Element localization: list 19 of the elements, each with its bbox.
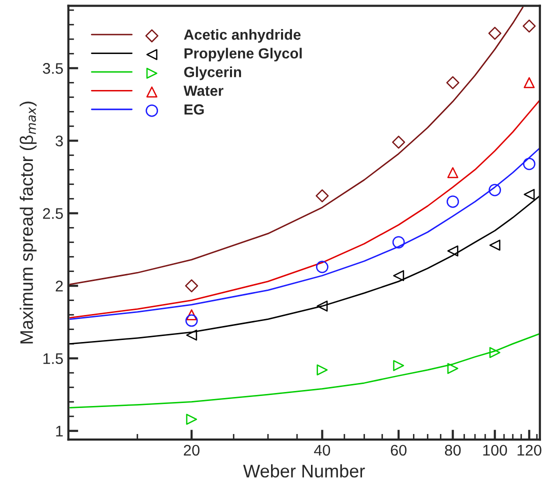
- legend-label: Acetic anhydride: [184, 29, 301, 43]
- y-axis-title: Maximum spread factor (β$_{max}$): [20, 102, 37, 344]
- y-tick-label: 2: [56, 280, 63, 292]
- legend-label: EG: [184, 104, 204, 115]
- x-tick-label: 40: [314, 444, 330, 456]
- x-tick-label: 120: [518, 444, 542, 456]
- y-tick-label: 3.5: [42, 63, 63, 74]
- y-tick-label: 1.5: [43, 353, 63, 364]
- legend-label: Glycerin: [184, 66, 242, 80]
- x-axis-title: Weber Number: [243, 464, 365, 478]
- x-tick-label: 100: [483, 444, 507, 456]
- x-tick-label: 60: [390, 444, 406, 456]
- x-tick-label: 80: [444, 444, 461, 456]
- y-tick-label: 2.5: [43, 208, 63, 219]
- y-tick-label: 3: [56, 136, 63, 146]
- y-tick-label: 1: [56, 426, 63, 436]
- legend-label: Water: [184, 86, 224, 96]
- legend-label: Propylene Glycol: [184, 48, 302, 62]
- x-tick-label: 20: [184, 444, 200, 456]
